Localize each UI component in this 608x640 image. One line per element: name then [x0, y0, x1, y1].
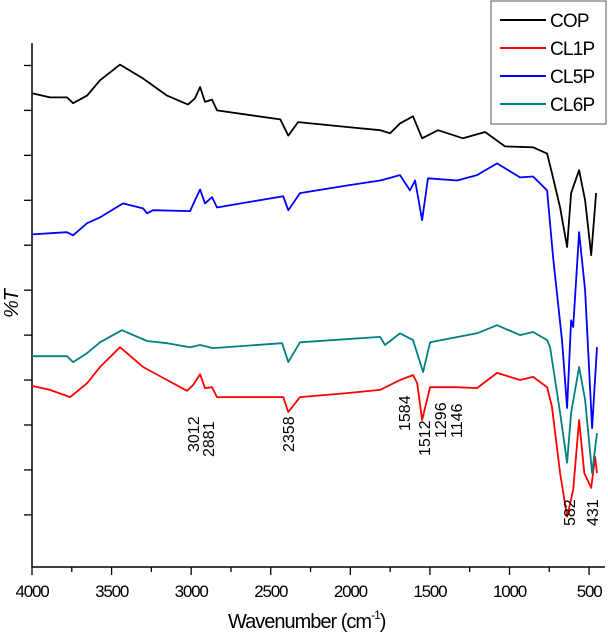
- legend: COP CL1P CL5P CL6P: [490, 0, 607, 125]
- x-axis-title: Wavenumber (cm-1): [228, 608, 386, 633]
- x-tick-label: 2000: [334, 582, 368, 601]
- x-tick-label: 2500: [254, 582, 288, 601]
- series-line-cl5p: [31, 162, 598, 429]
- legend-label-cl6p: CL6P: [550, 95, 594, 116]
- x-tick-label: 1500: [413, 582, 447, 601]
- annotation-3012: 3012: [186, 416, 203, 452]
- annotation-1146: 1146: [449, 403, 466, 438]
- annotation-2881: 2881: [201, 421, 218, 457]
- x-tick-label: 1000: [493, 582, 527, 601]
- annotation-2358: 2358: [281, 416, 298, 452]
- annotation-1512: 1512: [417, 420, 434, 456]
- annotation-582: 582: [562, 499, 579, 526]
- x-axis-title-close: ): [380, 611, 386, 633]
- legend-label-cl1p: CL1P: [550, 39, 594, 60]
- x-tick-label: 500: [577, 582, 603, 601]
- series-line-cop: [31, 63, 597, 256]
- annotation-431: 431: [585, 499, 602, 526]
- x-tick-label: 3000: [175, 582, 209, 601]
- series-line-cl1p: [31, 346, 598, 518]
- x-axis-title-sup: -1: [371, 608, 381, 622]
- annotation-1296: 1296: [433, 402, 450, 438]
- x-ticks: [31, 567, 590, 575]
- legend-label-cop: COP: [550, 11, 589, 32]
- annotation-1584: 1584: [397, 395, 414, 431]
- series-lines: [31, 63, 598, 518]
- x-tick-labels: 4000 3500 3000 2500 2000 1500 1000 500: [15, 582, 603, 601]
- series-line-cl6p: [32, 324, 598, 474]
- peak-annotations: 3012 2881 2358 1584 1512 1296 1146 582 4…: [186, 395, 602, 526]
- legend-label-cl5p: CL5P: [550, 67, 594, 88]
- x-tick-label: 3500: [95, 582, 129, 601]
- y-axis-title: %T: [1, 287, 23, 318]
- y-ticks: [24, 64, 32, 516]
- x-tick-label: 4000: [15, 582, 49, 601]
- x-axis-title-main: Wavenumber (cm: [228, 611, 371, 633]
